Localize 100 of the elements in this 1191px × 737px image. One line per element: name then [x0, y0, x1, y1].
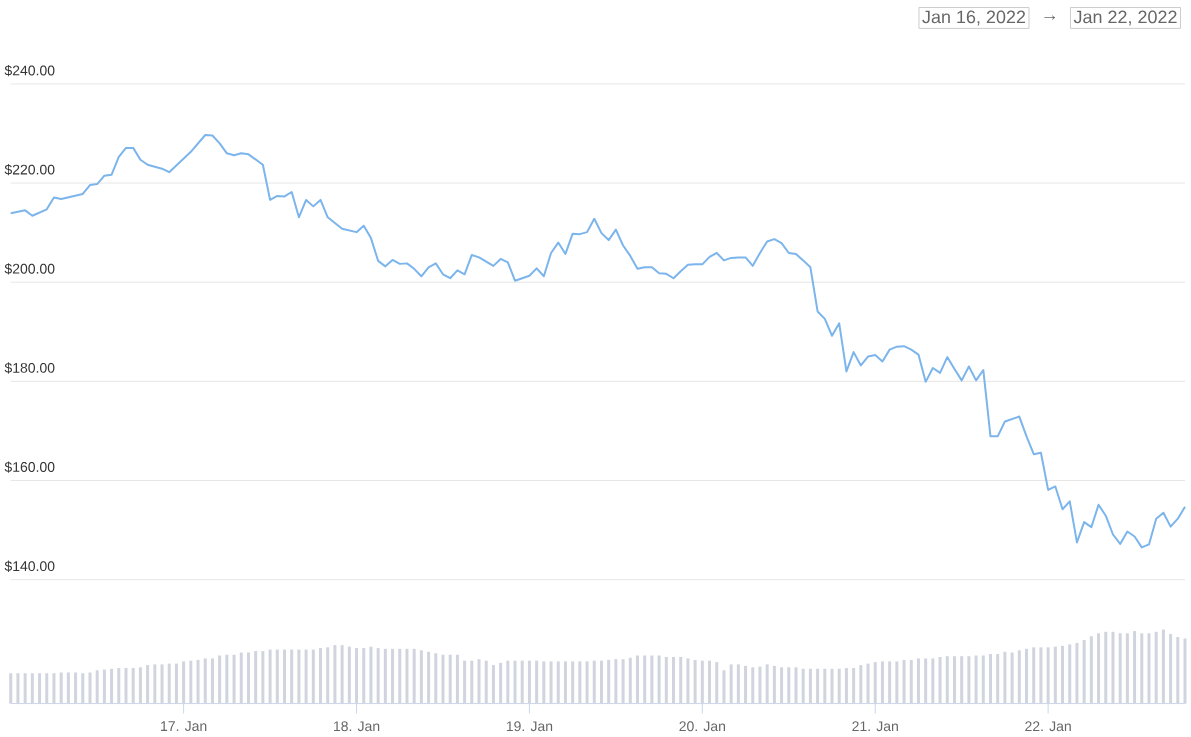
bar: [203, 658, 207, 704]
bar: [1032, 647, 1036, 704]
bar: [383, 649, 387, 704]
bar: [636, 655, 639, 704]
bar: [866, 663, 870, 704]
x-tick-label: 21. Jan: [852, 721, 898, 732]
bar: [261, 651, 265, 704]
bar: [419, 650, 423, 704]
bar: [174, 663, 178, 704]
bar: [1082, 640, 1086, 704]
y-tick-label: $220.00: [4, 164, 55, 176]
bar: [650, 655, 654, 704]
bar: [722, 670, 726, 704]
bar: [859, 665, 863, 704]
bar: [225, 654, 229, 704]
bar: [38, 673, 42, 704]
bar: [607, 660, 611, 704]
bar: [268, 649, 272, 704]
bar: [218, 655, 222, 704]
bar: [664, 657, 668, 704]
bar: [844, 668, 848, 704]
bar: [189, 660, 193, 704]
x-tick-label: 19. Jan: [506, 721, 553, 732]
bar: [592, 660, 596, 704]
bar: [95, 670, 99, 704]
bar: [311, 649, 315, 704]
y-tick-label: $180.00: [4, 362, 55, 374]
bar: [340, 645, 344, 704]
bar: [319, 648, 323, 704]
y-tick-label: $140.00: [4, 560, 55, 573]
bar: [1154, 632, 1158, 704]
bar: [448, 654, 452, 704]
bar: [1176, 637, 1180, 704]
bar: [59, 672, 63, 704]
bar: [1169, 634, 1173, 704]
bar: [391, 649, 395, 704]
bar: [873, 662, 877, 704]
y-tick-label: $240.00: [4, 65, 55, 77]
bar: [282, 649, 286, 704]
bar: [1089, 636, 1093, 704]
bar: [23, 673, 27, 704]
bar: [657, 655, 661, 704]
bar: [290, 649, 294, 704]
bar: [1118, 633, 1122, 704]
bar: [196, 660, 200, 704]
bar: [412, 649, 416, 704]
bar: [808, 669, 812, 704]
x-tick-label: 22. Jan: [1025, 721, 1071, 732]
bar: [952, 656, 956, 704]
bar: [931, 658, 935, 704]
bar: [888, 661, 892, 704]
bar: [686, 658, 690, 704]
bar: [542, 661, 546, 704]
x-tick-label: 18. Jan: [334, 721, 380, 732]
bar: [398, 649, 402, 704]
bar: [1003, 652, 1007, 704]
bar: [124, 668, 128, 704]
bar: [1125, 633, 1129, 704]
bar: [672, 657, 676, 704]
bar: [30, 673, 34, 704]
bar: [909, 660, 913, 704]
text: Jan 22, 2022: [1073, 10, 1177, 26]
bar: [232, 654, 236, 704]
bar: [117, 668, 121, 704]
bar: [470, 660, 474, 704]
bar: [693, 660, 697, 704]
bar: [506, 660, 510, 704]
text: →: [1044, 15, 1056, 20]
bar: [167, 663, 171, 704]
bar: [520, 660, 524, 704]
bar: [981, 655, 985, 704]
bar: [246, 652, 250, 704]
bar: [830, 669, 834, 704]
bar: [1104, 632, 1108, 704]
bar: [102, 669, 106, 704]
bar: [563, 661, 567, 704]
bar: [9, 673, 13, 704]
bar: [837, 669, 841, 704]
bar: [427, 652, 431, 704]
y-tick-label: $160.00: [4, 461, 55, 474]
bar: [146, 665, 150, 704]
bar: [578, 661, 582, 704]
bar: [1147, 633, 1151, 704]
bar: [758, 666, 762, 704]
bar: [989, 654, 992, 704]
bar: [110, 669, 114, 704]
bar: [1161, 629, 1165, 704]
bar: [880, 661, 884, 704]
bar: [182, 661, 186, 704]
bar: [484, 660, 488, 704]
y-tick-label: $200.00: [4, 263, 55, 275]
bar: [715, 662, 719, 704]
bar: [153, 664, 157, 704]
bar: [491, 665, 495, 704]
bar: [362, 648, 366, 704]
bar: [556, 661, 560, 704]
bar: [628, 657, 632, 704]
bar: [794, 667, 798, 704]
x-tick-label: 20. Jan: [679, 721, 726, 732]
bar: [736, 664, 740, 704]
